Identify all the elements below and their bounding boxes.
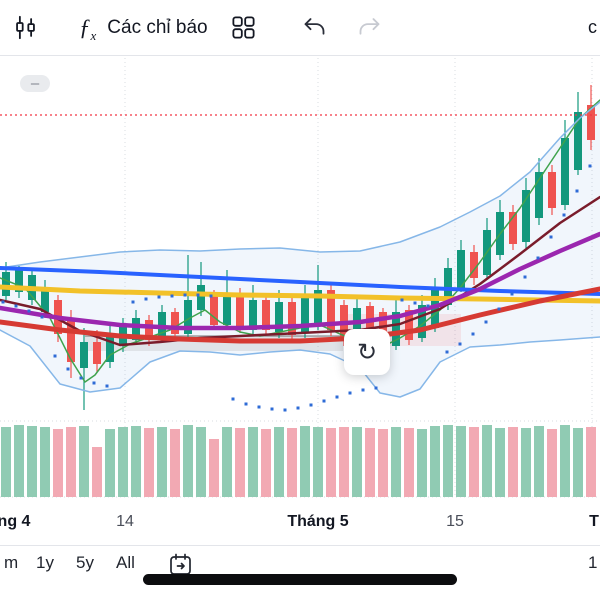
refresh-button[interactable]: ↻: [344, 329, 390, 375]
candlestick-style-icon: [16, 15, 35, 40]
fx-icon: ƒx: [79, 15, 97, 43]
x-axis: ng 4 14 Tháng 5 15 T: [0, 503, 600, 543]
x-axis-label: T: [589, 513, 599, 530]
redo-icon: [359, 18, 380, 35]
range-5y-button[interactable]: 5y: [76, 553, 94, 572]
indicators-button[interactable]: ƒx Các chỉ báo: [79, 15, 208, 43]
x-axis-label: Tháng 5: [287, 513, 349, 530]
layout-grid-button[interactable]: [230, 14, 257, 41]
x-axis-label: 15: [446, 513, 464, 530]
indicators-label: Các chỉ báo: [107, 16, 208, 38]
undo-button[interactable]: [301, 14, 328, 41]
x-axis-label: 14: [116, 513, 134, 530]
refresh-icon: ↻: [356, 338, 378, 366]
chart-style-button[interactable]: [12, 14, 39, 41]
toolbar-overflow-label: c: [588, 17, 597, 37]
range-1y-button[interactable]: 1y: [36, 553, 54, 572]
axis-right-label: 1: [588, 553, 598, 572]
top-toolbar: ƒx Các chỉ báo c: [0, 0, 600, 56]
undo-icon: [304, 18, 325, 35]
range-all-button[interactable]: All: [116, 553, 135, 572]
grid-layout-icon: [232, 16, 255, 39]
home-indicator[interactable]: [143, 574, 457, 585]
range-6m-button[interactable]: m: [4, 553, 19, 572]
bottom-toolbar: m 1y 5y All 1: [0, 545, 600, 601]
pane-collapse-button[interactable]: –: [20, 75, 50, 92]
x-axis-label: ng 4: [0, 513, 31, 530]
redo-button[interactable]: [356, 14, 383, 41]
